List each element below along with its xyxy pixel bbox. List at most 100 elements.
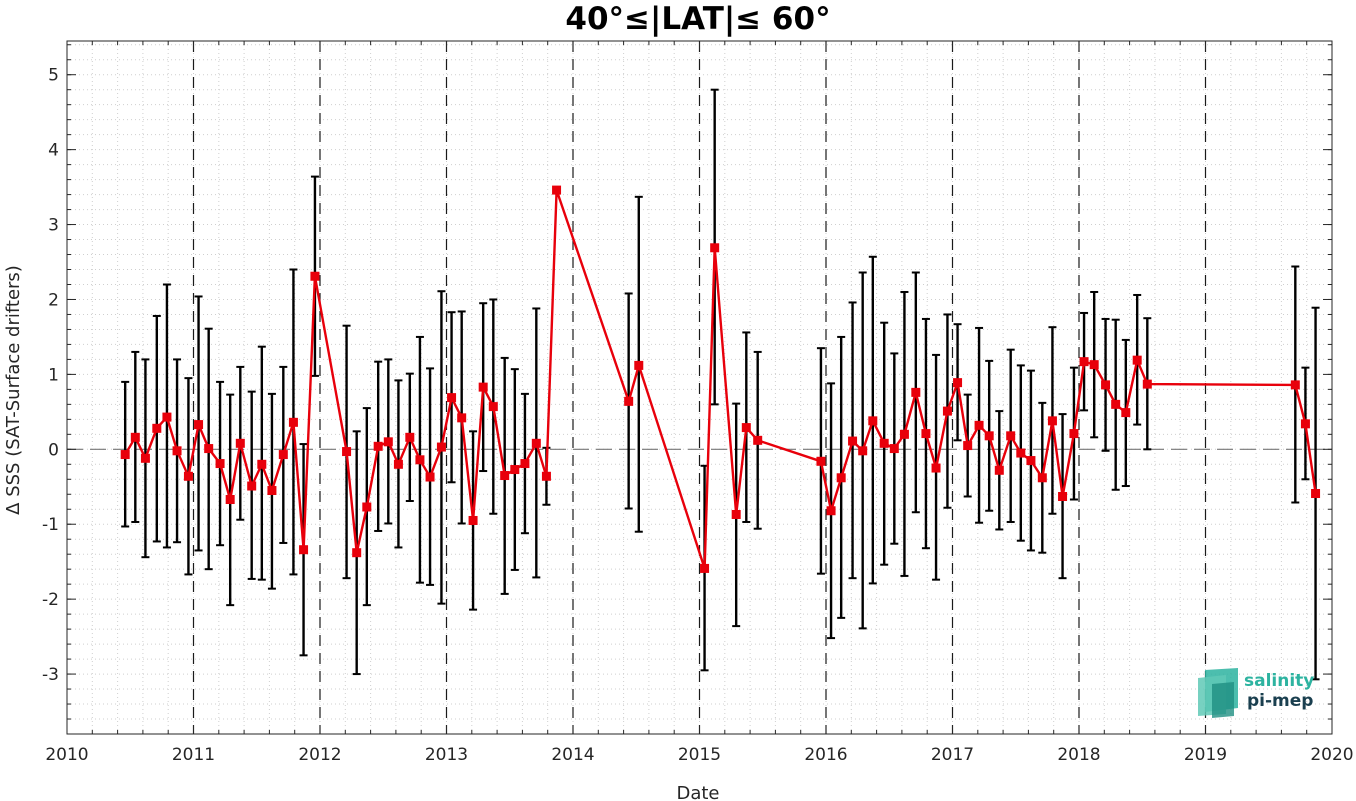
data-point-marker [1037,473,1047,483]
x-tick-label: 2014 [551,745,594,765]
data-point-marker [1069,429,1079,439]
data-point-marker [741,423,751,433]
logo-text-pimep: pi-mep [1247,691,1313,711]
data-point-marker [1132,355,1142,365]
data-point-marker [911,387,921,397]
data-point-marker [1006,431,1016,441]
data-point-marker [152,423,162,433]
y-axis-label: Δ SSS (SAT-Surface drifters) [3,265,24,515]
data-point-marker [1016,448,1026,458]
data-point-marker [194,420,204,430]
data-point-marker [531,438,541,448]
data-point-marker [1290,380,1300,390]
x-tick-label: 2011 [172,745,215,765]
data-point-marker [858,446,868,456]
data-point-marker [1111,399,1121,409]
data-point-marker [468,515,478,525]
data-point-marker [541,471,551,481]
data-point-marker [700,563,710,573]
data-point-marker [1058,492,1068,502]
data-point-marker [1142,379,1152,389]
series-line [124,188,1317,570]
y-tick-label: 2 [48,290,59,310]
x-tick-label: 2012 [298,745,341,765]
data-point-marker [510,465,520,475]
x-tick-label: 2018 [1057,745,1100,765]
data-point-marker [478,382,488,392]
data-point-marker [415,455,425,465]
data-point-marker [520,459,530,469]
y-tick-label: 5 [48,66,59,86]
data-point-marker [1311,489,1321,499]
data-point-marker [425,472,435,482]
data-point-marker [310,271,320,281]
reference-lines [67,41,1332,734]
data-point-marker [994,465,1004,475]
data-point-marker [120,450,130,460]
data-point-marker [1101,380,1111,390]
data-point-marker [373,441,383,451]
ticks [66,41,1333,735]
chart-title: 40°≤|LAT|≤ 60° [565,1,830,37]
y-tick-label: 4 [48,141,59,161]
x-tick-label: 2019 [1184,745,1227,765]
x-tick-label: 2016 [804,745,847,765]
data-point-marker [352,548,362,558]
data-point-marker [172,446,182,456]
x-tick-label: 2010 [45,745,88,765]
data-point-marker [488,402,498,412]
data-point-marker [225,495,235,505]
data-point-marker [931,463,941,473]
data-point-marker [235,438,245,448]
data-point-marker [299,545,309,555]
data-point-marker [362,502,372,512]
data-point-marker [1300,419,1310,429]
logo-text-salinity: salinity [1244,671,1314,691]
data-point-marker [288,417,298,427]
data-point-marker [868,416,878,426]
data-point-marker [899,429,909,439]
data-point-marker [816,456,826,466]
data-point-marker [826,506,836,516]
data-point-marker [140,453,150,463]
data-point-marker [267,486,277,496]
data-point-marker [1047,416,1057,426]
data-point-marker [879,438,889,448]
series-markers [120,185,1321,573]
wave-icon [1198,668,1238,718]
data-point-marker [1079,357,1089,367]
data-point-marker [215,459,225,469]
data-point-marker [162,412,172,422]
y-tick-label: -1 [42,515,59,535]
y-tick-label: 3 [48,216,59,236]
x-tick-label: 2020 [1310,745,1353,765]
series-line-path [124,188,1317,570]
salinity-pi-mep-logo: salinity pi-mep [1198,668,1314,718]
x-tick-label: 2013 [425,745,468,765]
data-point-marker [963,441,973,451]
data-point-marker [710,243,720,253]
y-tick-label: 1 [48,365,59,385]
data-point-marker [130,432,140,442]
data-point-marker [921,429,931,439]
data-point-marker [552,185,562,195]
error-bars [121,88,1320,681]
data-point-marker [731,509,741,519]
data-point-marker [953,378,963,388]
data-point-marker [247,481,257,491]
y-tick-label: -2 [42,590,59,610]
data-point-marker [183,471,193,481]
data-point-marker [383,437,393,447]
data-point-marker [889,444,899,454]
data-point-marker [500,471,510,481]
data-point-marker [624,396,634,406]
data-point-marker [1089,360,1099,370]
x-axis-label: Date [676,783,719,801]
data-point-marker [848,436,858,446]
y-tick-label: -3 [42,665,59,685]
y-tick-labels: 5 4 3 2 1 0 -1 -2 -3 [42,66,59,685]
data-point-marker [447,393,457,403]
data-point-marker [1121,408,1131,418]
x-tick-label: 2017 [931,745,974,765]
